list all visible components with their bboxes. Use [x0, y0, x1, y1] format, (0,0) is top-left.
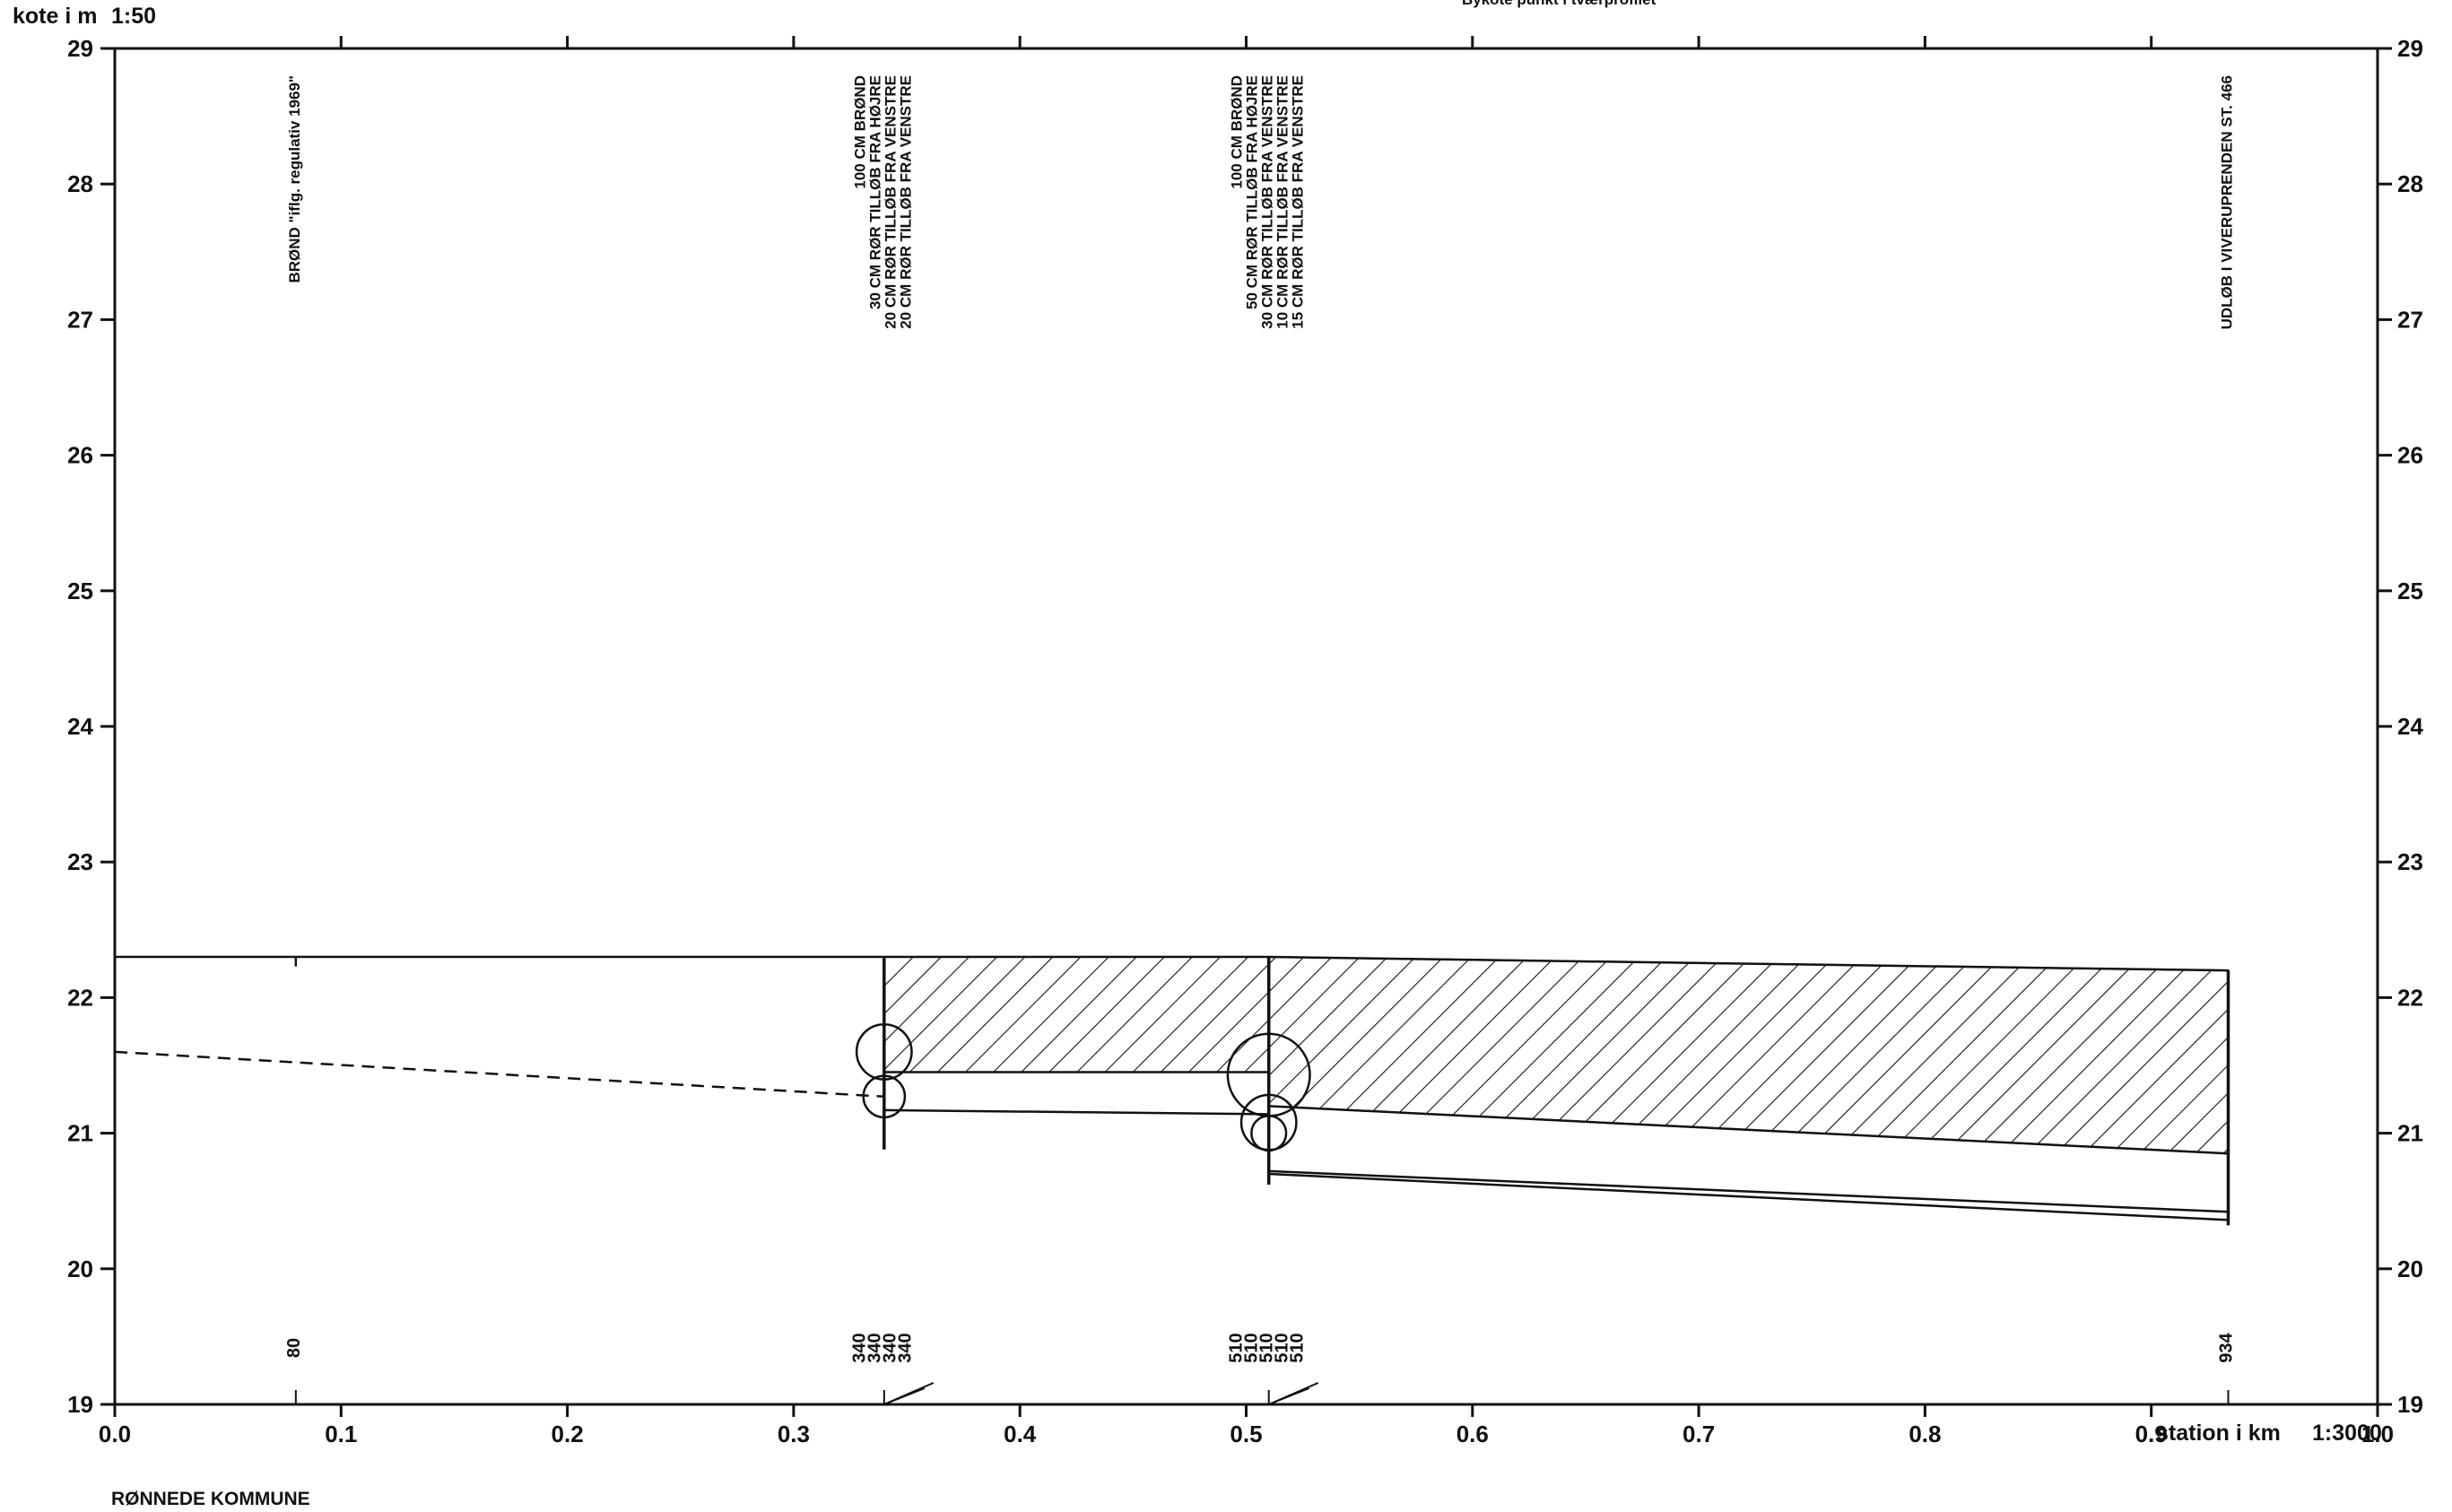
profile-line [1268, 1172, 2229, 1221]
profile-line [114, 1050, 884, 1099]
station-label: 100 CM BRØND [1229, 75, 1246, 189]
y-tick-label-right: 24 [2397, 713, 2423, 740]
y-tick-label-right: 29 [2397, 35, 2423, 62]
inflow-arrow [883, 1387, 926, 1405]
y-axis-caption: kote i m [13, 4, 97, 29]
station-number: 340 [849, 1333, 869, 1362]
station-number: 510 [1227, 1333, 1247, 1362]
y-tick-label-right: 23 [2397, 848, 2423, 875]
y-tick-label-right: 27 [2397, 306, 2423, 333]
y-tick-label-left: 20 [67, 1256, 93, 1282]
y-tick-label-left: 29 [67, 35, 93, 62]
x-tick-label: 0.1 [325, 1421, 357, 1447]
y-tick-label-right: 21 [2397, 1120, 2423, 1147]
y-tick-label-left: 22 [67, 984, 93, 1011]
station-label: 20 CM RØR TILLØB FRA VENSTRE [882, 75, 899, 329]
station-number: 510 [1257, 1333, 1277, 1362]
y-tick-label-right: 19 [2397, 1391, 2423, 1418]
station-number: 510 [1242, 1333, 1262, 1362]
top-cut-text: Bykote punkt i tværprofilet [1462, 0, 1656, 8]
station-label: 100 CM BRØND [851, 75, 868, 189]
y-tick-label-left: 24 [67, 713, 93, 740]
x-tick-label: 0.0 [99, 1421, 131, 1447]
y-tick-label-right: 22 [2397, 984, 2423, 1011]
y-tick-label-left: 26 [67, 442, 93, 469]
inflow-arrow [1268, 1387, 1310, 1405]
station-label: 10 CM RØR TILLØB FRA VENSTRE [1274, 75, 1291, 329]
hatched-area [1267, 956, 2230, 1155]
station-number: 510 [1288, 1333, 1308, 1362]
y-tick-label-left: 25 [67, 578, 93, 604]
y-tick-label-left: 27 [67, 306, 93, 333]
station-annotations: BRØND "iflg. regulativ 1969" 80 100 CM BRØ… [284, 75, 2236, 1405]
station-number: 80 [284, 1338, 304, 1358]
x-tick-label: 0.7 [1682, 1421, 1715, 1447]
station-number: 510 [1273, 1333, 1292, 1362]
pipe-circle [862, 1074, 907, 1119]
y-axis-scale: 1:50 [111, 4, 156, 29]
station-label: 30 CM RØR TILLØB FRA VENSTRE [1259, 75, 1276, 329]
x-tick-label: 0.8 [1909, 1421, 1941, 1447]
station-number: 934 [2216, 1332, 2236, 1362]
y-tick-label-right: 20 [2397, 1256, 2423, 1282]
profile-line [115, 955, 2229, 972]
station-label: BRØND "iflg. regulativ 1969" [286, 75, 303, 283]
y-tick-label-right: 26 [2397, 442, 2423, 469]
profile-line [1268, 1105, 2229, 1155]
x-tick-label: 1.0 [2361, 1421, 2394, 1447]
station-label: 30 CM RØR TILLØB FRA HØJRE [866, 75, 883, 309]
station-number: 340 [895, 1333, 915, 1362]
pipe-circle [855, 1022, 913, 1081]
hatched-area [883, 956, 1270, 1073]
profile-line [1268, 1169, 2229, 1213]
x-axis-caption: station i km [2156, 1421, 2281, 1446]
station-number: 340 [865, 1333, 884, 1362]
station-label: 50 CM RØR TILLØB FRA HØJRE [1244, 75, 1261, 309]
x-tick-label: 0.2 [552, 1421, 584, 1447]
x-tick-label: 0.3 [778, 1421, 810, 1447]
station-label: UDLØB I VIVERUPRENDEN ST. 466 [2218, 75, 2235, 329]
municipality-name: RØNNEDE KOMMUNE [111, 1489, 310, 1509]
profile-chart [114, 955, 2230, 1226]
y-tick-label-right: 25 [2397, 578, 2423, 604]
x-tick-label: 0.6 [1456, 1421, 1489, 1447]
y-tick-label-left: 19 [67, 1391, 93, 1418]
x-tick-label: 0.5 [1230, 1421, 1262, 1447]
profile-line [883, 1108, 1269, 1116]
y-tick-label-left: 23 [67, 848, 93, 875]
y-tick-label-left: 28 [67, 170, 93, 197]
station-label: 15 CM RØR TILLØB FRA VENSTRE [1290, 75, 1307, 329]
station-label: 20 CM RØR TILLØB FRA VENSTRE [897, 75, 914, 329]
y-axis-ticks: 19 19 20 20 21 21 22 22 23 23 24 24 25 25 26 26 27 27 28 28… [67, 35, 2423, 1418]
pipe-circle [1250, 1115, 1288, 1152]
x-tick-label: 0.4 [1004, 1421, 1037, 1447]
station-number: 340 [880, 1333, 900, 1362]
x-axis-scale: 1:3000 [2312, 1421, 2382, 1446]
x-tick-label: 0.9 [2135, 1421, 2168, 1447]
y-tick-label-left: 21 [67, 1120, 93, 1147]
y-tick-label-right: 28 [2397, 170, 2423, 197]
x-axis-ticks: 0.0 0.1 0.2 0.3 0.4 0.5 0.6 0.7 0.8 0.9 1.0 [99, 36, 2394, 1447]
